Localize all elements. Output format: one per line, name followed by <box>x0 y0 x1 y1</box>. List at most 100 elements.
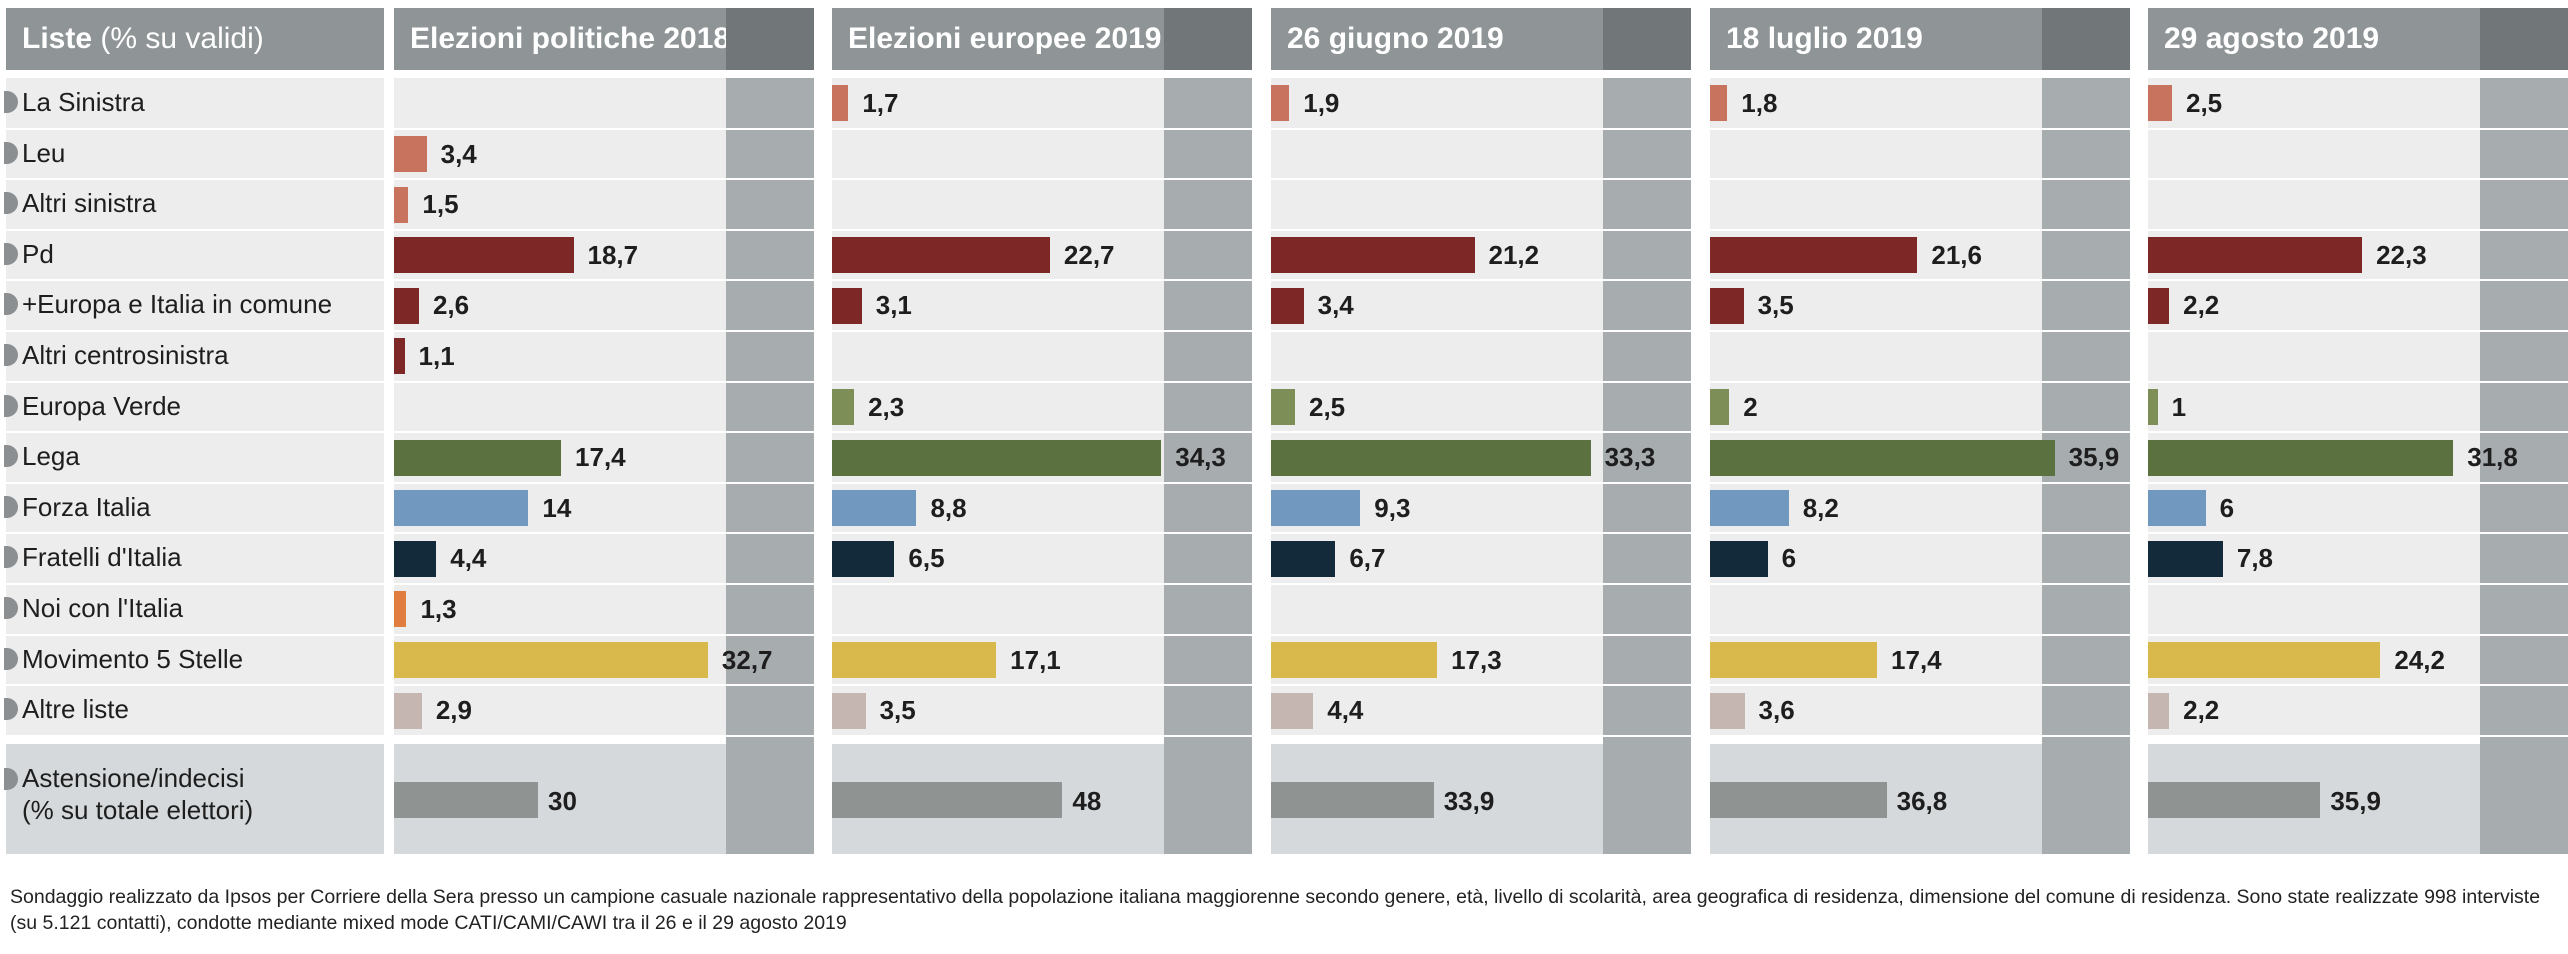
bar-11-0 <box>394 641 708 678</box>
value-label: 3,5 <box>1757 290 1794 321</box>
value-label: 2,2 <box>2183 290 2220 321</box>
value-label: 21,6 <box>1931 239 1982 270</box>
row-label-text: Altri centrosinistra <box>22 340 229 370</box>
value-label: 1,8 <box>1741 88 1778 118</box>
row-label-3: Pd <box>0 239 380 270</box>
bar-7-4 <box>2148 439 2454 476</box>
column-header-stub-5 <box>2480 8 2568 70</box>
abstention-label: Astensione/indecisi (% su totale elettori… <box>0 762 380 826</box>
abstention-bar-3 <box>1710 781 1887 818</box>
bar-12-0 <box>394 692 422 729</box>
row-marker-icon <box>4 141 18 164</box>
value-label: 21,2 <box>1488 239 1540 270</box>
footnote: Sondaggio realizzato da Ipsos per Corrie… <box>10 884 2550 936</box>
row-separator <box>6 431 2568 434</box>
value-label: 9,3 <box>1374 492 1411 523</box>
value-label: 2,9 <box>435 695 472 726</box>
bar-4-4 <box>2148 287 2170 324</box>
bar-9-3 <box>1710 540 1768 577</box>
bar-7-1 <box>832 439 1162 476</box>
value-label: 35,9 <box>2068 442 2120 473</box>
abstention-bar-1 <box>832 781 1063 818</box>
row-marker-icon <box>4 242 18 265</box>
value-label: 17,4 <box>575 442 626 473</box>
bar-11-1 <box>832 641 997 678</box>
bar-9-2 <box>1271 540 1336 577</box>
bar-9-1 <box>832 540 895 577</box>
row-label-text: Noi con l'Italia <box>22 593 184 623</box>
value-label: 3,5 <box>879 695 916 726</box>
row-separator <box>6 583 2568 585</box>
bar-8-4 <box>2148 490 2206 527</box>
row-label-9: Fratelli d'Italia <box>0 542 380 573</box>
row-label-12: Altre liste <box>0 694 380 725</box>
bar-4-0 <box>394 287 419 324</box>
value-label: 34,3 <box>1175 442 1226 473</box>
row-label-0: La Sinistra <box>0 87 380 118</box>
value-label: 6 <box>2219 492 2235 523</box>
value-label: 8,2 <box>1802 492 1839 523</box>
bar-12-2 <box>1271 692 1314 729</box>
value-label: 24,2 <box>2394 644 2445 675</box>
row-marker-icon <box>4 495 18 518</box>
abstention-bar-4 <box>2148 781 2321 818</box>
bar-3-3 <box>1710 237 1918 274</box>
bar-12-1 <box>832 692 866 729</box>
row-label-text: Altre liste <box>22 694 129 725</box>
value-label: 31,8 <box>2467 442 2518 473</box>
bar-6-3 <box>1710 388 1730 425</box>
bar-12-4 <box>2148 692 2170 729</box>
value-label: 6,5 <box>908 543 945 574</box>
row-label-text: Leu <box>22 137 66 168</box>
value-label: 6,7 <box>1349 543 1386 574</box>
value-label: 2,3 <box>868 391 905 422</box>
row-label-10: Noi con l'Italia <box>0 593 380 624</box>
value-label: 1,5 <box>422 189 459 220</box>
abstention-value: 30 <box>548 785 577 816</box>
bar-8-0 <box>394 490 529 527</box>
value-label: 17,1 <box>1010 644 1061 675</box>
bar-3-2 <box>1271 237 1475 274</box>
bar-9-4 <box>2148 540 2223 577</box>
column-header-stub-4 <box>2042 8 2130 70</box>
column-strip-1 <box>726 78 814 854</box>
bar-4-2 <box>1271 287 1304 324</box>
row-label-text: La Sinistra <box>22 87 145 117</box>
bar-11-3 <box>1710 641 1878 678</box>
row-marker-icon <box>4 597 18 619</box>
bar-0-2 <box>1271 85 1290 122</box>
row-separator <box>6 481 2568 484</box>
column-header-stub-3 <box>1603 8 1691 70</box>
value-label: 1 <box>2171 391 2187 422</box>
bar-8-3 <box>1710 490 1789 527</box>
bar-7-3 <box>1710 439 2055 476</box>
row-marker-icon <box>4 445 18 468</box>
row-label-5: Altri centrosinistra <box>0 340 380 371</box>
bar-5-0 <box>394 338 405 375</box>
row-label-text: Lega <box>22 441 80 472</box>
value-label: 1,9 <box>1303 88 1340 118</box>
column-strip-5 <box>2480 78 2568 854</box>
row-separator <box>6 279 2568 282</box>
row-separator <box>6 330 2568 332</box>
value-label: 2,2 <box>2183 695 2220 726</box>
label-column-bg <box>6 78 384 736</box>
row-label-text: Movimento 5 Stelle <box>22 643 244 674</box>
abstention-value: 48 <box>1072 785 1102 816</box>
bar-9-0 <box>394 540 437 577</box>
footnote-line-2: (su 5.121 contatti), condotte mediante m… <box>10 912 847 934</box>
bar-7-0 <box>394 439 562 476</box>
bar-1-0 <box>394 135 427 172</box>
row-marker-icon <box>4 647 18 670</box>
row-label-text: +Europa e Italia in comune <box>22 289 333 320</box>
column-header-stub-1 <box>726 8 814 70</box>
abstention-bar-0 <box>394 781 538 818</box>
corner-title: Liste (% su validi) <box>6 8 384 70</box>
bar-8-1 <box>832 490 917 527</box>
row-label-7: Lega <box>0 441 380 472</box>
corner-title-bold: Liste <box>22 22 93 55</box>
bar-11-4 <box>2148 641 2381 678</box>
value-label: 18,7 <box>587 239 639 270</box>
bar-6-4 <box>2148 388 2158 425</box>
